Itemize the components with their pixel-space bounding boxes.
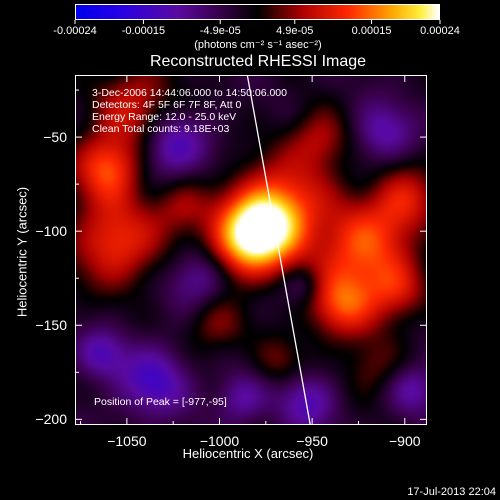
colorbar-tick-label: 0.00024 (420, 25, 460, 37)
x-tick-label: −950 (296, 433, 328, 449)
y-tick-label: −50 (43, 129, 67, 146)
annotation-time: 3-Dec-2006 14:44:06.000 to 14:50:06.000 (92, 87, 287, 99)
annotation-peak-position: Position of Peak = [-977,-95] (94, 396, 227, 408)
colorbar-tick-label: 4.9e-05 (276, 25, 314, 37)
annotation-clean: Clean Total counts: 9.18E+03 (92, 123, 230, 135)
timestamp: 17-Jul-2013 22:04 (407, 486, 496, 498)
y-tick-label: −150 (35, 317, 67, 334)
annotation-energy: Energy Range: 12.0 - 25.0 keV (92, 111, 237, 123)
chart-title: Reconstructed RHESSI Image (149, 53, 367, 70)
y-tick-label: −100 (35, 223, 67, 240)
colorbar (75, 4, 440, 20)
y-tick-label: −200 (35, 411, 67, 428)
annotation-detectors: Detectors: 4F 5F 6F 7F 8F, Att 0 (92, 99, 242, 111)
colorbar-tick-label: -0.00015 (121, 25, 166, 37)
colorbar-tick-label: -0.00024 (53, 25, 97, 37)
colorbar-tick-label: 0.00015 (351, 25, 392, 37)
colorbar-tick-label: -4.9e-05 (199, 25, 241, 37)
x-tick-label: −900 (388, 433, 421, 449)
colorbar-units: (photons cm⁻² s⁻¹ asec⁻²) (194, 39, 322, 51)
colorbar-gradient (76, 5, 439, 19)
y-axis-label: Heliocentric Y (arcsec) (14, 186, 30, 318)
x-tick-label: −1050 (107, 433, 147, 449)
x-tick-label: −1000 (199, 433, 240, 449)
x-axis-label: Heliocentric X (arcsec) (182, 446, 314, 461)
